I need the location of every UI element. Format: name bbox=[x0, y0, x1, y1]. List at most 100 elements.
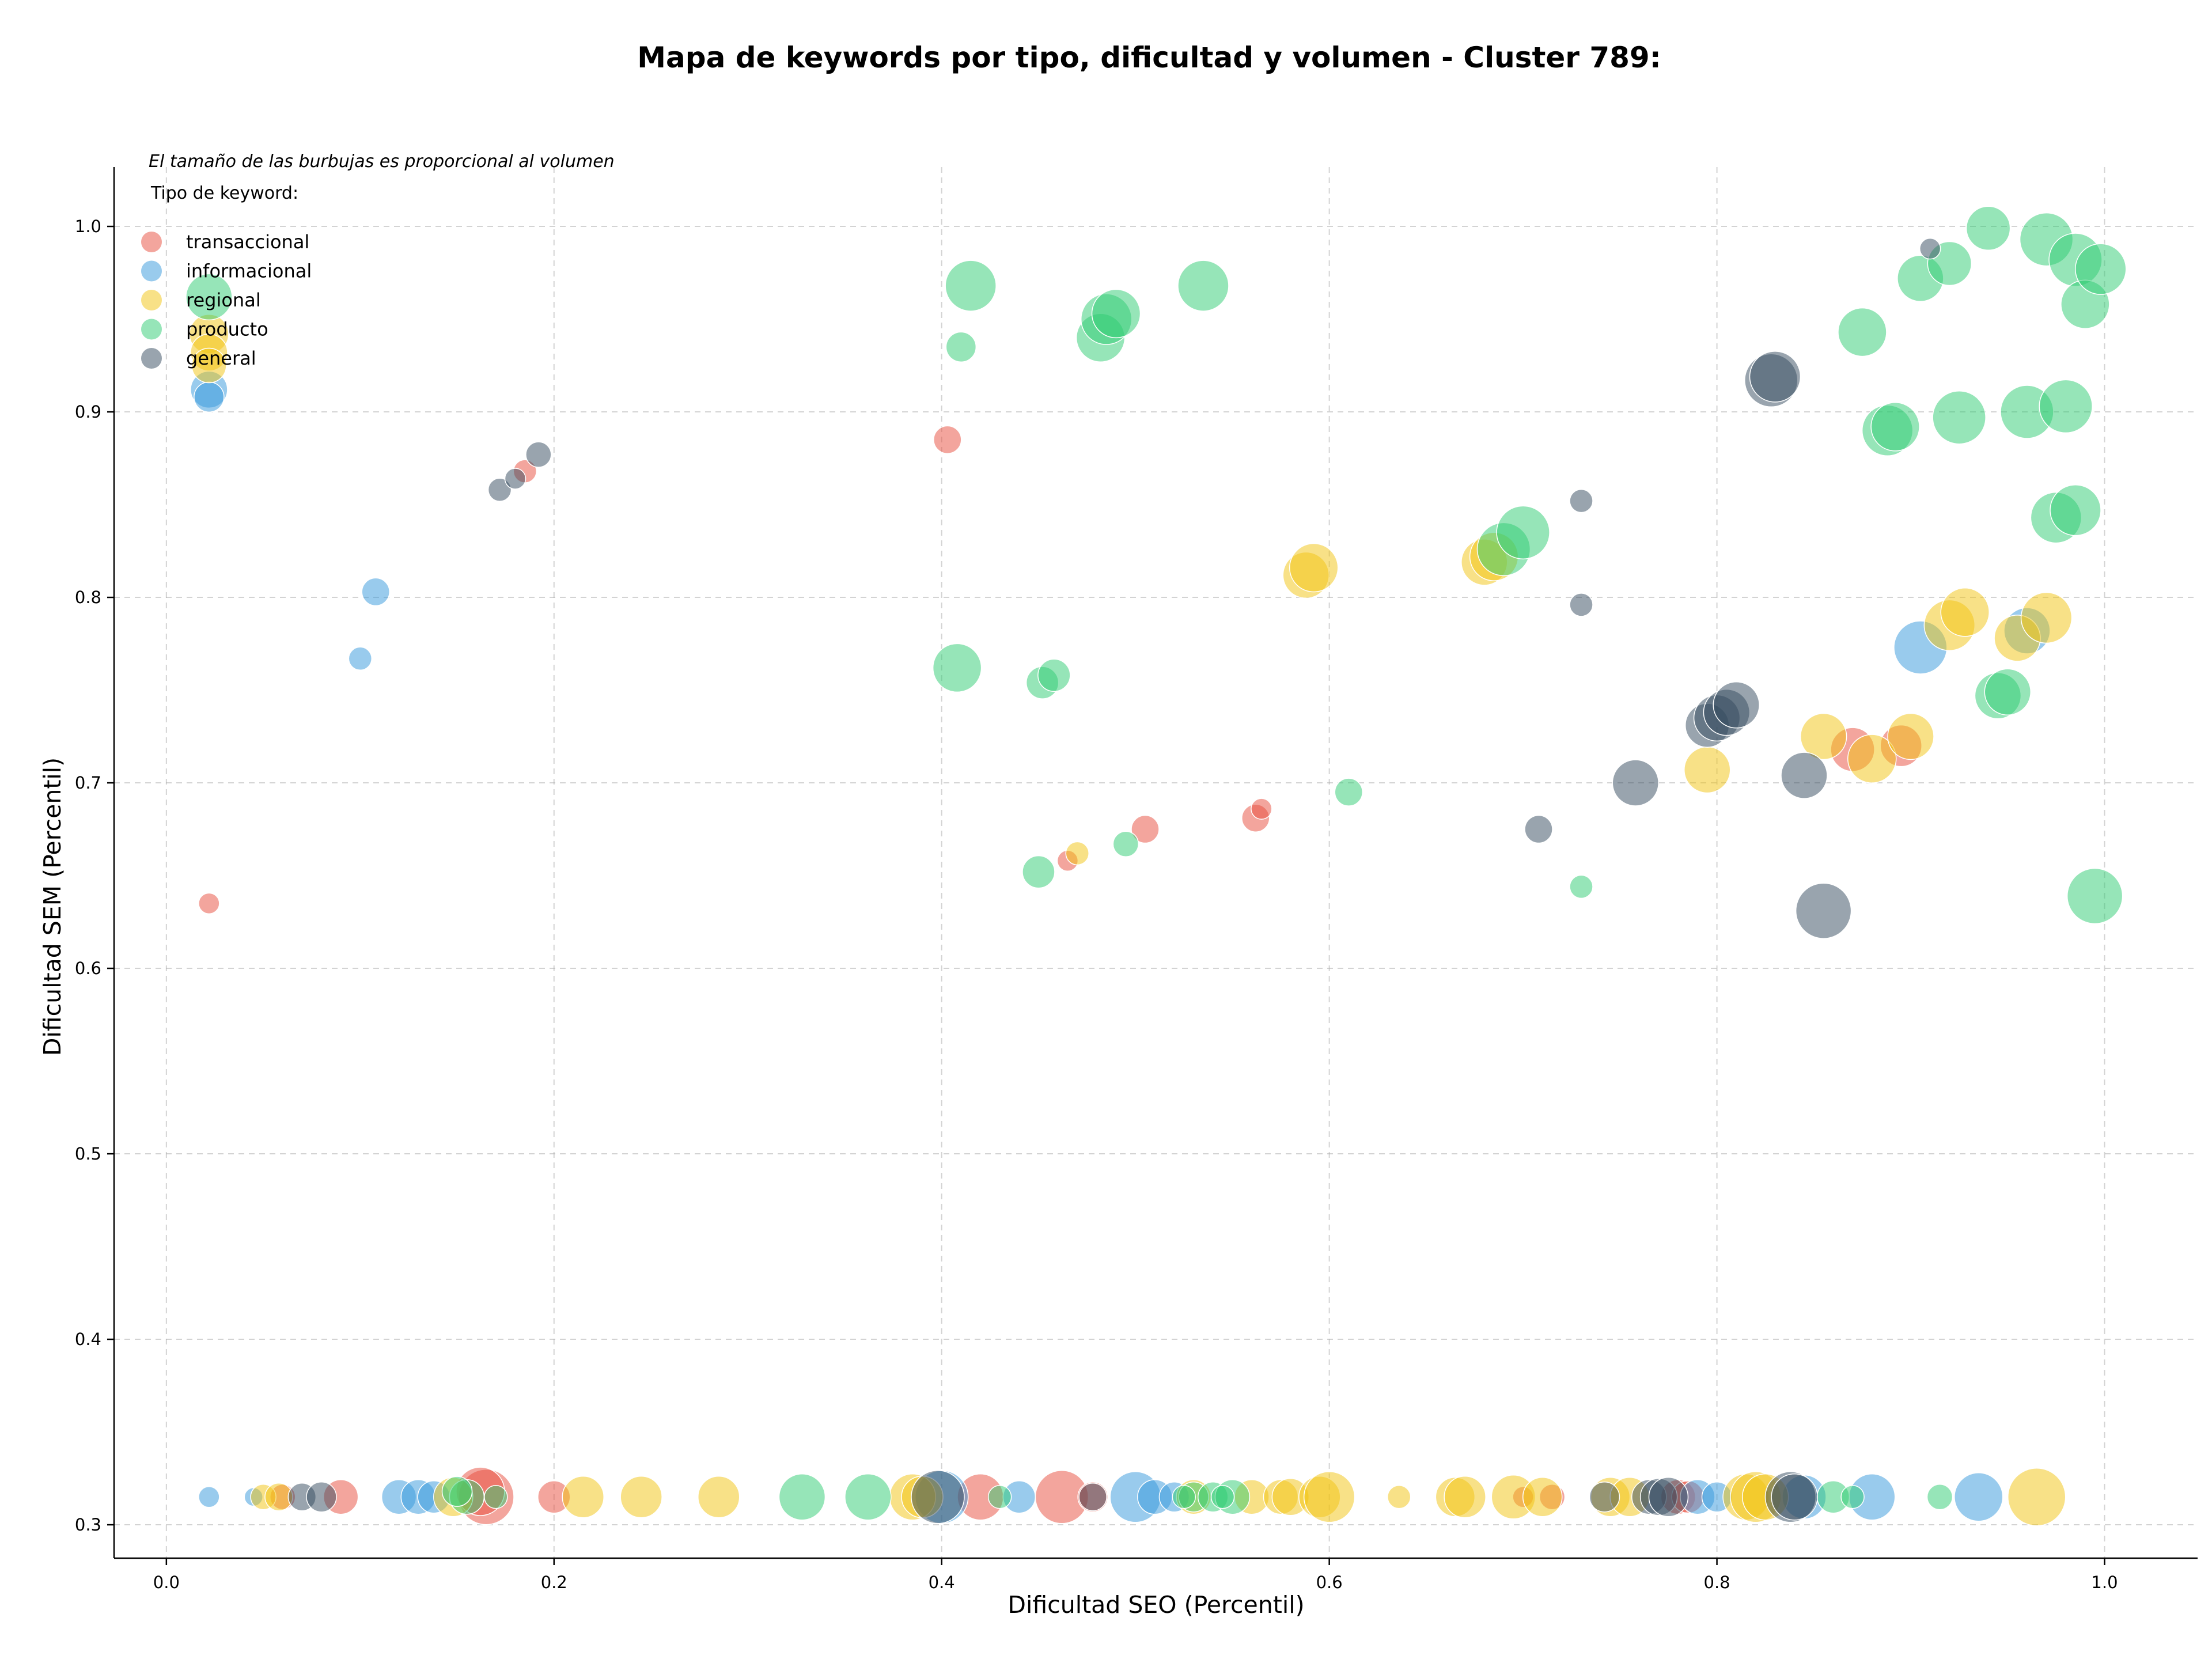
bubble-regional bbox=[1303, 1471, 1355, 1523]
bubble-producto bbox=[185, 273, 233, 321]
bubble-transaccional bbox=[1251, 798, 1272, 820]
x-axis-label: Dificultad SEO (Percentil) bbox=[1007, 1591, 1304, 1619]
bubble-regional bbox=[1065, 841, 1089, 866]
y-tick-label: 0.5 bbox=[75, 1144, 101, 1164]
bubble-regional bbox=[1444, 1475, 1486, 1518]
bubble-general bbox=[1589, 1481, 1620, 1513]
bubble-general bbox=[306, 1481, 337, 1513]
bubble-regional bbox=[1683, 746, 1731, 794]
bubble-producto bbox=[1334, 778, 1363, 806]
bubble-producto bbox=[1210, 1484, 1235, 1509]
bubble-producto bbox=[1926, 1483, 1953, 1510]
bubble-producto bbox=[1022, 855, 1055, 889]
legend: transaccional informacional regional produc… bbox=[141, 231, 312, 369]
legend-marker-general bbox=[141, 348, 162, 369]
bubble-size-note: El tamaño de las burbujas es proporciona… bbox=[149, 151, 615, 172]
bubble-regional bbox=[1289, 543, 1339, 593]
legend-marker-producto bbox=[141, 319, 162, 340]
data-points bbox=[185, 206, 2127, 1526]
legend-label-producto: producto bbox=[186, 319, 268, 340]
bubble-producto bbox=[1965, 206, 2011, 251]
bubble-general bbox=[1524, 815, 1553, 844]
bubble-regional bbox=[2007, 1467, 2066, 1526]
bubble-producto bbox=[945, 260, 997, 312]
y-tick-label: 1.0 bbox=[75, 217, 101, 236]
bubble-regional bbox=[562, 1475, 604, 1518]
bubble-producto bbox=[1177, 260, 1229, 312]
bubble-producto bbox=[1112, 831, 1139, 858]
legend-marker-regional bbox=[141, 290, 162, 310]
bubble-producto bbox=[1838, 307, 1887, 357]
bubble-informacional bbox=[1954, 1472, 2003, 1522]
y-tick-label: 0.9 bbox=[75, 402, 101, 422]
bubble-producto bbox=[987, 1484, 1012, 1509]
bubble-general bbox=[1713, 681, 1760, 729]
y-tick-label: 0.7 bbox=[75, 773, 101, 793]
bubble-general bbox=[1569, 593, 1593, 617]
bubble-producto bbox=[945, 331, 977, 363]
bubble-producto bbox=[1984, 668, 2032, 716]
bubble-general bbox=[525, 441, 552, 468]
bubble-producto bbox=[1037, 658, 1071, 692]
bubble-informacional bbox=[198, 1486, 220, 1508]
bubble-general bbox=[1648, 1476, 1689, 1517]
grid bbox=[114, 167, 2198, 1558]
legend-label-informacional: informacional bbox=[186, 260, 312, 282]
x-tick-label: 0.4 bbox=[929, 1573, 955, 1592]
x-tick-label: 0.2 bbox=[541, 1573, 567, 1592]
bubble-regional bbox=[2020, 592, 2073, 644]
bubble-producto bbox=[1496, 505, 1550, 560]
y-axis-label: Dificultad SEM (Percentil) bbox=[39, 757, 66, 1056]
bubble-regional bbox=[698, 1475, 740, 1518]
legend-label-general: general bbox=[186, 347, 256, 369]
bubble-producto bbox=[844, 1473, 892, 1521]
bubble-general bbox=[487, 478, 512, 502]
bubble-producto bbox=[932, 643, 982, 693]
chart-title: Mapa de keywords por tipo, dificultad y … bbox=[637, 41, 1661, 74]
y-tick-label: 0.3 bbox=[75, 1515, 101, 1535]
bubble-producto bbox=[1932, 390, 1986, 445]
bubble-regional bbox=[1940, 588, 1990, 637]
bubble-general bbox=[1612, 759, 1660, 806]
bubble-regional bbox=[1522, 1476, 1563, 1517]
bubble-informacional bbox=[361, 577, 390, 607]
y-tick-label: 0.6 bbox=[75, 959, 101, 978]
bubble-general bbox=[1781, 752, 1828, 799]
bubble-producto bbox=[1172, 1484, 1196, 1509]
legend-marker-transaccional bbox=[141, 232, 162, 252]
bubble-general bbox=[1919, 237, 1941, 260]
legend-label-regional: regional bbox=[186, 289, 261, 311]
bubble-regional bbox=[1847, 734, 1897, 783]
x-tick-label: 0.8 bbox=[1704, 1573, 1730, 1592]
bubble-producto bbox=[2050, 484, 2101, 536]
bubble-regional bbox=[620, 1475, 662, 1518]
bubble-producto bbox=[1840, 1484, 1865, 1509]
y-tick-label: 0.8 bbox=[75, 588, 101, 607]
bubble-regional bbox=[1800, 713, 1847, 760]
axes: 0.0 0.2 0.4 0.6 0.8 1.0 0.3 0.4 0.5 0.6 0.7 0.8 0.9 1… bbox=[75, 167, 2198, 1592]
bubble-general bbox=[1771, 1473, 1818, 1521]
bubble-transaccional bbox=[933, 425, 962, 454]
bubble-general bbox=[504, 468, 527, 490]
bubble-producto bbox=[1870, 402, 1920, 452]
bubble-producto bbox=[441, 1476, 473, 1507]
bubble-general bbox=[1569, 488, 1593, 513]
x-tick-label: 0.6 bbox=[1316, 1573, 1343, 1592]
y-tick-label: 0.4 bbox=[75, 1329, 101, 1349]
bubble-informacional bbox=[348, 646, 373, 671]
bubble-producto bbox=[2075, 243, 2127, 295]
bubble-general bbox=[911, 1469, 965, 1524]
bubble-producto bbox=[484, 1484, 508, 1509]
legend-marker-informacional bbox=[141, 260, 162, 282]
bubble-producto bbox=[2039, 379, 2093, 434]
bubble-general bbox=[1078, 1482, 1107, 1512]
bubble-informacional bbox=[194, 381, 225, 413]
bubble-producto bbox=[2066, 868, 2123, 925]
bubble-producto bbox=[778, 1473, 826, 1521]
x-tick-label: 0.0 bbox=[153, 1573, 180, 1592]
legend-title: Tipo de keyword: bbox=[150, 183, 298, 203]
bubble-transaccional bbox=[1131, 815, 1160, 844]
x-tick-label: 1.0 bbox=[2091, 1573, 2118, 1592]
